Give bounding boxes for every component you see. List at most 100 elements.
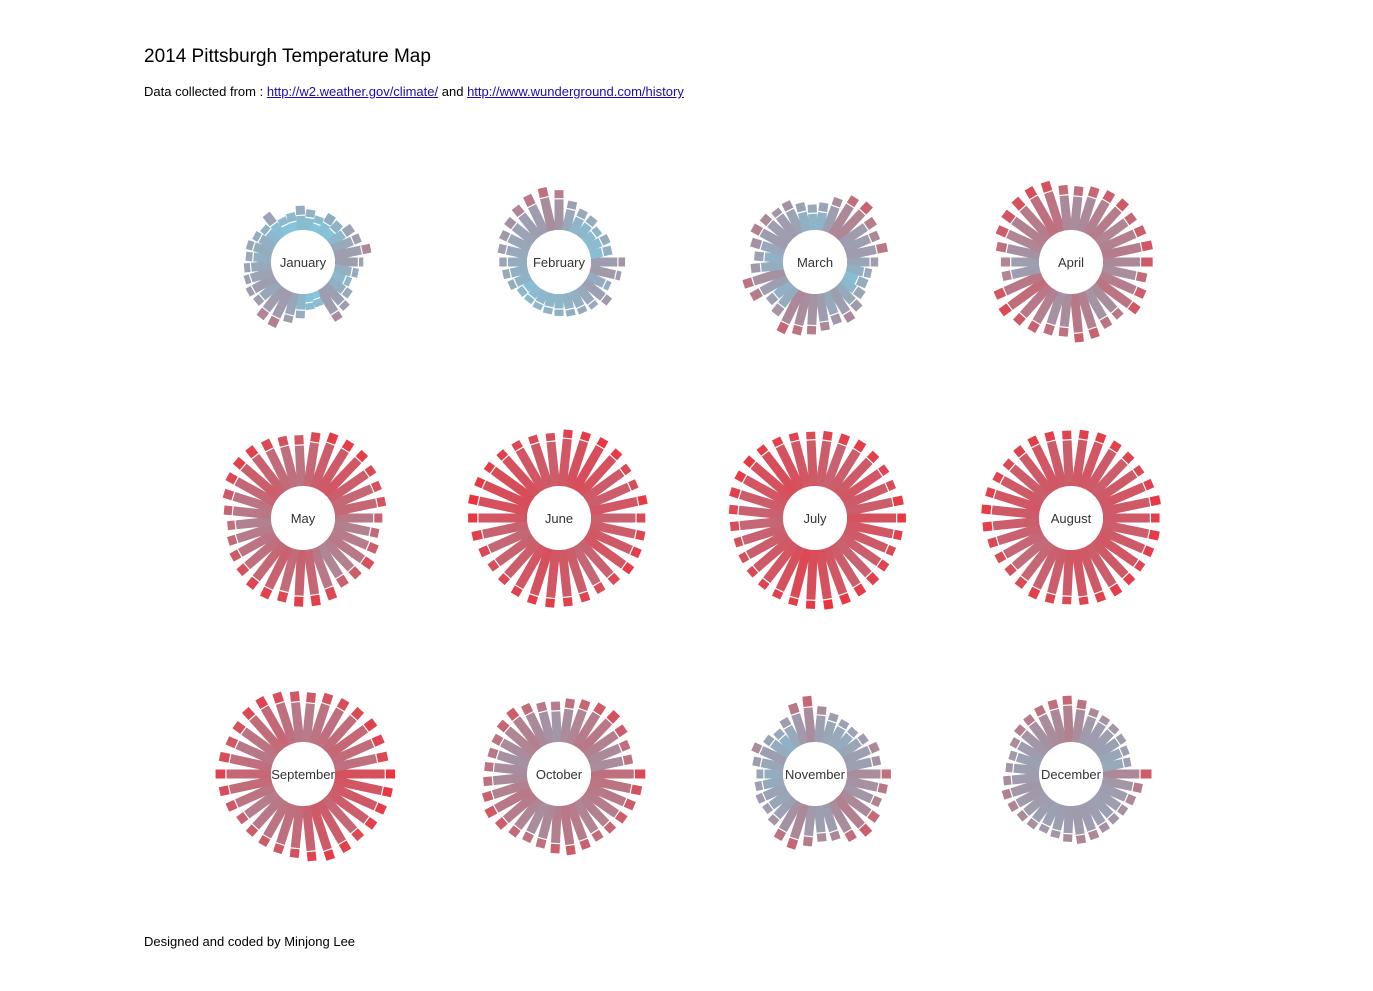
day-bar-november-3-high xyxy=(870,795,882,808)
day-bar-october-15-high xyxy=(481,790,494,803)
day-bar-january-8-low xyxy=(303,292,314,303)
day-bar-may-24-low xyxy=(294,445,306,487)
day-bar-september-14-low xyxy=(235,782,276,808)
day-bar-june-24-high xyxy=(562,429,573,439)
month-label-february: February xyxy=(533,255,586,270)
day-bar-november-6-low xyxy=(827,799,852,833)
wunderground-link[interactable]: http://www.wunderground.com/history xyxy=(467,84,684,99)
day-bar-january-27-high xyxy=(323,212,336,226)
day-bar-july-3-high xyxy=(885,544,897,557)
day-bar-october-26-high xyxy=(578,699,591,711)
day-bar-january-3-high xyxy=(343,275,353,287)
day-bar-may-14-high xyxy=(229,549,242,562)
day-bar-december-9-low xyxy=(1063,805,1074,834)
day-bar-november-23-high xyxy=(802,695,813,707)
day-bar-november-29-high xyxy=(868,741,880,754)
day-bar-december-23-low xyxy=(1050,708,1068,745)
day-bar-september-14-high xyxy=(225,799,238,812)
day-bar-september-15-high xyxy=(218,785,230,797)
day-bar-january-13-high xyxy=(253,294,265,306)
day-bar-september-7-low xyxy=(308,803,332,851)
day-bar-march-6-high xyxy=(843,310,856,323)
day-bar-june-12-low xyxy=(504,538,541,579)
day-bar-february-5-high xyxy=(588,300,599,310)
day-bar-december-17-high xyxy=(1005,762,1014,773)
day-bar-november-4-low xyxy=(838,789,872,817)
day-bar-december-2-low xyxy=(1101,776,1134,792)
day-bar-april-16-low xyxy=(1011,257,1039,267)
day-bar-july-24-high xyxy=(806,431,816,440)
day-bar-october-23-low xyxy=(538,711,556,745)
day-bar-august-2-low xyxy=(1101,520,1150,539)
day-bar-september-22-low xyxy=(275,702,298,745)
day-bar-september-30-low xyxy=(333,754,378,772)
day-bar-february-17-high xyxy=(499,230,511,242)
day-bar-october-3-high xyxy=(623,798,636,811)
day-bar-may-4-low xyxy=(326,532,366,564)
day-bar-june-30-low xyxy=(589,496,639,516)
day-bar-april-28-high xyxy=(1124,212,1137,226)
day-bar-october-15-low xyxy=(491,779,530,799)
day-bar-december-8-low xyxy=(1071,804,1085,835)
day-bar-february-3-high xyxy=(603,280,612,291)
day-bar-december-30-low xyxy=(1098,748,1123,766)
day-bar-june-19-high xyxy=(483,461,496,474)
month-chart-august: August xyxy=(981,429,1161,606)
day-bar-december-18-high xyxy=(1008,750,1018,762)
day-bar-april-25-high xyxy=(1087,186,1100,199)
day-bar-october-9-high xyxy=(550,843,560,854)
day-bar-september-20-high xyxy=(241,706,256,721)
day-bar-september-15-low xyxy=(228,776,273,794)
day-bar-february-12-low xyxy=(523,278,537,292)
day-bar-april-2-low xyxy=(1101,264,1137,281)
day-bar-october-22-high xyxy=(521,702,534,716)
day-bar-march-18-high xyxy=(750,237,763,250)
day-bar-october-4-low xyxy=(582,788,620,818)
day-bar-may-3-low xyxy=(330,526,370,550)
month-chart-july: July xyxy=(728,430,906,610)
day-bar-august-2-high xyxy=(1148,529,1160,541)
day-bar-july-25-low xyxy=(815,440,832,488)
day-bar-july-21-low xyxy=(761,451,799,496)
day-bar-december-28-high xyxy=(1108,723,1120,735)
day-bar-june-2-low xyxy=(589,520,636,539)
day-bar-august-19-low xyxy=(1000,476,1046,507)
day-bar-april-24-high xyxy=(1073,186,1084,197)
day-bar-october-26-low xyxy=(565,708,587,746)
day-bar-june-17-high xyxy=(468,494,479,506)
weather-gov-link[interactable]: http://w2.weather.gov/climate/ xyxy=(266,84,439,99)
day-bar-september-13-low xyxy=(244,789,280,819)
day-bar-january-5-high xyxy=(338,300,350,311)
day-bar-june-13-low xyxy=(494,533,536,567)
day-bar-september-6-low xyxy=(315,799,346,844)
day-bar-july-1-high xyxy=(897,513,906,523)
day-bar-september-5-low xyxy=(321,794,358,834)
day-bar-october-31-high xyxy=(622,754,634,766)
day-bar-june-8-low xyxy=(557,549,572,597)
day-bar-may-27-high xyxy=(341,439,355,453)
day-bar-january-9-low xyxy=(296,293,306,310)
day-bar-march-4-high xyxy=(852,286,866,300)
day-bar-september-24-high xyxy=(306,692,317,703)
day-bar-november-1-low xyxy=(847,769,881,779)
day-bar-june-15-low xyxy=(482,520,529,539)
day-bar-december-27-high xyxy=(1098,715,1111,726)
day-bar-april-6-low xyxy=(1083,287,1107,320)
day-bar-december-19-high xyxy=(1009,737,1021,749)
day-bar-october-24-high xyxy=(550,701,561,711)
day-bar-april-14-low xyxy=(1003,270,1044,296)
month-label-june: June xyxy=(545,511,573,526)
day-bar-december-20-high xyxy=(1013,724,1026,737)
day-bar-april-24-low xyxy=(1069,196,1083,231)
day-bar-october-7-low xyxy=(565,802,588,841)
day-bar-april-17-high xyxy=(995,241,1008,253)
day-bar-april-11-high xyxy=(1027,320,1040,333)
day-bar-january-2-high xyxy=(351,267,360,278)
day-bar-february-1-low xyxy=(591,257,618,267)
day-bar-july-15-high xyxy=(733,536,744,548)
day-bar-july-2-high xyxy=(893,529,903,541)
day-bar-january-21-high xyxy=(262,211,277,227)
day-bar-april-18-high xyxy=(995,225,1009,238)
day-bar-november-9-low xyxy=(804,805,817,837)
